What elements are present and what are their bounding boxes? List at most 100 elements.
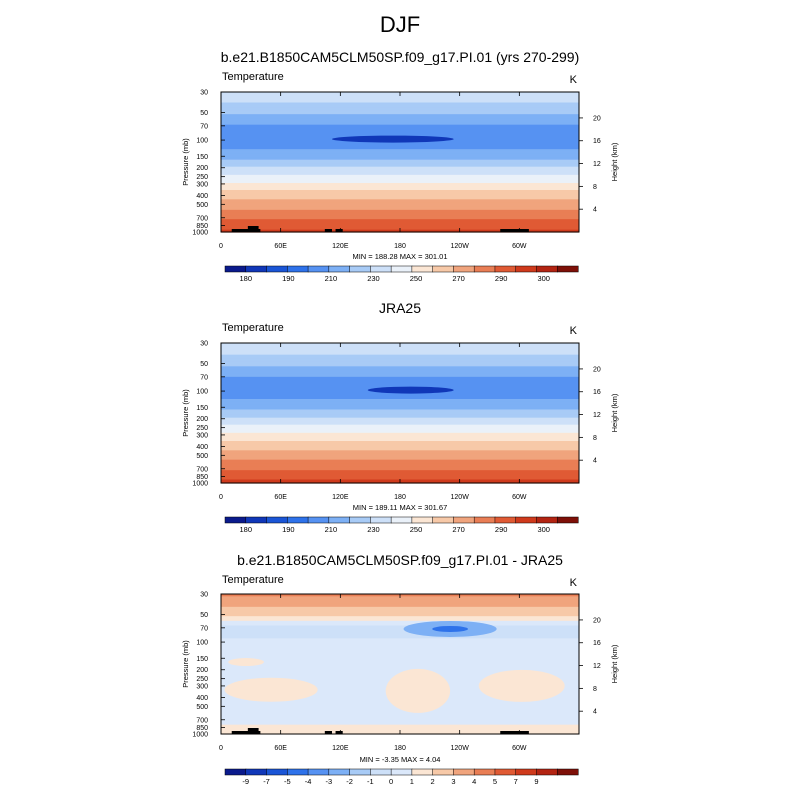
y-tick-label: 250 [196, 676, 208, 683]
contour-band [221, 160, 579, 163]
y-tick-label: 300 [196, 432, 208, 439]
contour-band [221, 393, 579, 395]
contour-band [221, 645, 579, 648]
contour-band [221, 208, 579, 211]
y-tick-label: 250 [196, 174, 208, 181]
y-tick-label: 150 [196, 656, 208, 663]
contour-band [221, 380, 579, 383]
contour-band [221, 355, 579, 358]
y-tick-label: 400 [196, 444, 208, 451]
y-axis-label: Pressure (mb) [181, 640, 190, 688]
colorbar-swatch [287, 516, 309, 524]
topography-mask [500, 731, 529, 734]
contour-band [221, 365, 579, 367]
contour-band [221, 637, 579, 639]
y-tick-label: 50 [200, 361, 208, 368]
contour-band [221, 397, 579, 400]
colorbar-label: 180 [240, 274, 253, 283]
x-tick-label: 120E [332, 243, 349, 250]
y-tick-label: 850 [196, 725, 208, 732]
contour-band [221, 463, 579, 465]
contour-band [221, 404, 579, 407]
colorbar-swatch [224, 768, 247, 776]
colorbar-swatch [473, 265, 496, 273]
contour-band [221, 434, 579, 436]
contour-band [221, 371, 579, 373]
contour-band [221, 110, 579, 113]
contour-band [221, 382, 579, 385]
contour-band [221, 106, 579, 108]
contour-band [221, 122, 579, 125]
y2-tick-label: 8 [593, 435, 597, 442]
contour-band [221, 633, 579, 636]
colorbar-swatch [245, 768, 268, 776]
contour-band [221, 410, 579, 413]
y-tick-label: 70 [200, 625, 208, 632]
contour-band [221, 167, 579, 170]
contour-band [221, 668, 579, 671]
x-tick-label: 120E [332, 745, 349, 752]
contour-band [221, 164, 579, 167]
y-tick-label: 400 [196, 193, 208, 200]
contour-band [221, 624, 579, 627]
y-tick-label: 100 [196, 138, 208, 145]
contour-band [221, 121, 579, 123]
colorbar-swatch [328, 265, 351, 273]
contour-band [221, 362, 579, 365]
contour-band [221, 127, 579, 129]
y-tick-label: 500 [196, 704, 208, 711]
contour-band [221, 364, 579, 366]
colorbar-swatch [411, 265, 434, 273]
contour-band [221, 381, 579, 384]
contour-band [221, 472, 579, 475]
contour-band [221, 373, 579, 376]
contour-band [221, 116, 579, 119]
contour-band [221, 205, 579, 207]
x-tick-label: 180 [394, 243, 406, 250]
contour-band [221, 113, 579, 115]
x-tick-label: 60W [512, 243, 527, 250]
colorbar-swatch [287, 768, 309, 776]
contour-band [221, 353, 579, 356]
y-tick-label: 700 [196, 466, 208, 473]
contour-band [221, 150, 579, 153]
y2-axis-label: Height (km) [610, 142, 619, 181]
contour-band [221, 713, 579, 715]
contour-band [221, 460, 579, 463]
contour-band [221, 451, 579, 454]
contour-band [221, 476, 579, 478]
x-tick-label: 60E [274, 494, 287, 501]
contour-band [221, 458, 579, 461]
variable-label: Temperature [222, 574, 284, 586]
colorbar-label: 190 [282, 525, 295, 534]
colorbar-swatch [432, 768, 454, 776]
contour-band [221, 646, 579, 649]
contour-band [221, 429, 579, 432]
contour-band [221, 669, 579, 672]
contour-field [221, 594, 579, 735]
contour-band [221, 184, 579, 186]
contour-band [221, 171, 579, 174]
contour-band [221, 427, 579, 429]
contour-band [221, 636, 579, 638]
y-tick-label: 70 [200, 123, 208, 130]
contour-band [221, 357, 579, 359]
contour-band [221, 473, 579, 476]
x-tick-label: 120W [451, 494, 470, 501]
units-label: K [570, 325, 578, 337]
colorbar-swatch [494, 768, 517, 776]
contour-band [221, 648, 579, 651]
contour-band [221, 597, 579, 600]
contour-band [221, 385, 579, 387]
contour-band [221, 218, 579, 220]
contour-band [221, 207, 579, 210]
contour-band [221, 716, 579, 719]
contour-band [221, 647, 579, 650]
y-tick-label: 30 [200, 90, 208, 97]
contour-band [221, 407, 579, 409]
contour-band [221, 183, 579, 185]
contour-band [221, 435, 579, 437]
contour-band [221, 660, 579, 663]
colorbar-label: 250 [410, 525, 423, 534]
contour-band [221, 351, 579, 353]
